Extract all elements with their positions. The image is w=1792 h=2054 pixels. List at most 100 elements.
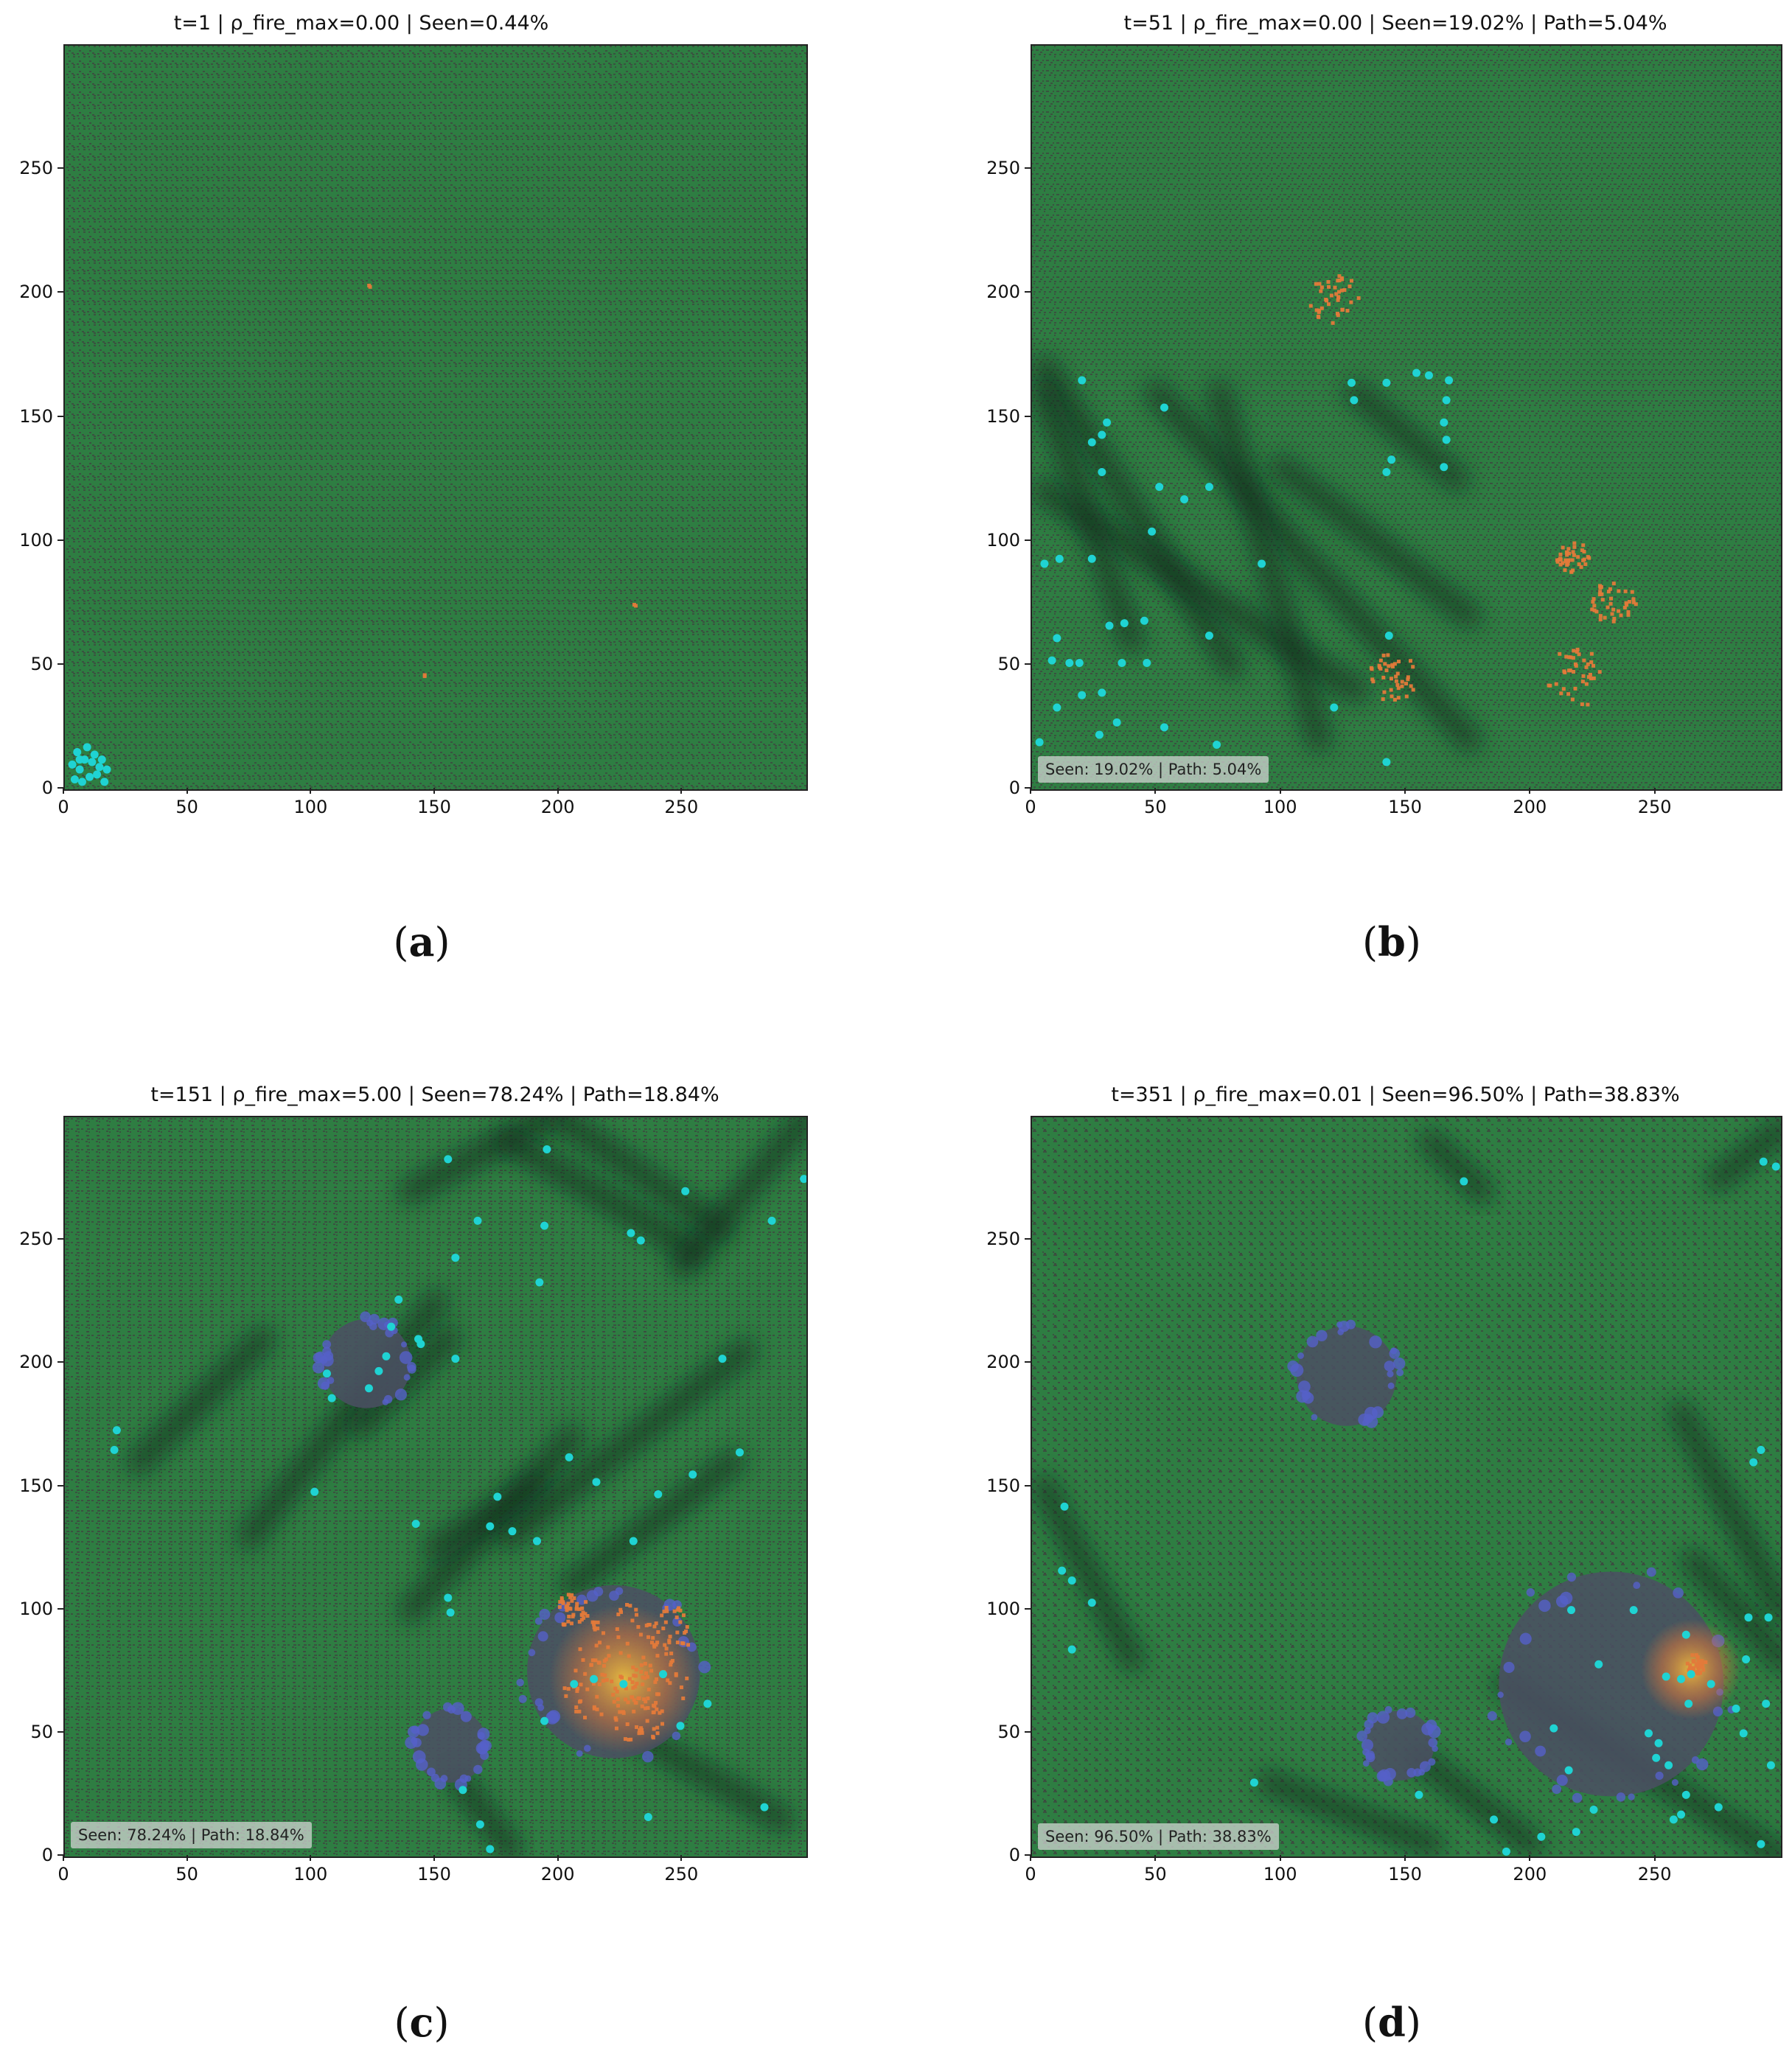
y-tick-label: 0: [1008, 778, 1020, 798]
agent-marker: [1572, 1828, 1580, 1837]
panel-b-inset: Seen: 19.02% | Path: 5.04%: [1038, 756, 1269, 783]
x-tick-label: 200: [1513, 1864, 1547, 1884]
y-tick-label: 50: [997, 653, 1020, 674]
seen-path: [1032, 1474, 1145, 1672]
agent-marker: [654, 1490, 663, 1499]
y-tick: [57, 1361, 63, 1363]
seen-path: [546, 1117, 733, 1241]
seen-path: [1269, 454, 1482, 629]
seen-path: [423, 1474, 548, 1562]
agent-marker: [394, 1295, 403, 1304]
fire-cluster: [644, 1605, 691, 1656]
agent-marker: [68, 760, 77, 769]
x-tick: [1279, 788, 1281, 794]
agent-marker: [1662, 1672, 1670, 1681]
agent-marker: [508, 1527, 517, 1536]
x-tick-label: 100: [293, 1864, 328, 1884]
y-tick: [57, 663, 63, 665]
agent-marker: [570, 1680, 579, 1688]
agent-marker: [1684, 1700, 1693, 1708]
agent-marker: [411, 1520, 420, 1529]
agent-marker: [1742, 1655, 1751, 1664]
agent-marker: [627, 1229, 635, 1237]
x-tick: [1279, 1855, 1281, 1861]
x-tick: [1529, 788, 1531, 794]
y-tick: [1025, 1484, 1031, 1487]
agent-marker: [1677, 1674, 1686, 1683]
agent-marker: [1047, 656, 1056, 665]
agent-marker: [1035, 738, 1044, 747]
fire-cluster: [1369, 653, 1415, 702]
agent-marker: [1415, 1790, 1423, 1799]
y-tick-label: 0: [41, 1845, 53, 1865]
x-tick-label: 250: [664, 797, 699, 817]
seen-path: [621, 1720, 795, 1832]
agent-marker: [1645, 1729, 1653, 1738]
agent-marker: [88, 758, 97, 766]
agent-marker: [1249, 1778, 1258, 1787]
y-tick: [57, 291, 63, 293]
y-tick-label: 100: [986, 1598, 1020, 1619]
x-tick: [186, 1855, 188, 1861]
agent-marker: [1739, 1729, 1748, 1738]
y-tick-label: 100: [19, 529, 53, 551]
y-tick: [1025, 539, 1031, 541]
agent-marker: [102, 765, 111, 774]
y-tick: [57, 1484, 63, 1487]
x-tick-label: 150: [1388, 797, 1422, 817]
agent-marker: [459, 1786, 467, 1795]
agent-marker: [444, 1593, 453, 1602]
agent-marker: [374, 1366, 383, 1375]
agent-marker: [86, 772, 94, 781]
fire-cluster: [367, 283, 372, 289]
panel-a-plot: [63, 44, 808, 791]
heatmap-svg: [65, 46, 806, 789]
x-tick-label: 250: [1637, 797, 1672, 817]
y-tick-label: 250: [19, 1229, 53, 1250]
x-tick: [1154, 788, 1157, 794]
agent-marker: [1160, 403, 1168, 412]
agent-marker: [75, 765, 84, 774]
fire-cluster: [1547, 647, 1602, 707]
agent-marker: [1766, 1761, 1775, 1770]
panel-c-caption: (c): [394, 1999, 450, 2046]
panel-d-caption-letter: d: [1378, 1999, 1406, 2046]
agent-marker: [1749, 1458, 1758, 1467]
burned-region: [312, 1311, 416, 1408]
agent-marker: [1537, 1832, 1546, 1841]
agent-marker: [718, 1355, 727, 1363]
agent-marker: [486, 1845, 495, 1854]
agent-marker: [1098, 430, 1106, 439]
agent-marker: [1078, 376, 1087, 385]
agent-marker: [1757, 1445, 1765, 1454]
agent-marker: [592, 1478, 601, 1487]
seen-path: [1032, 355, 1244, 678]
agent-marker: [1424, 371, 1433, 380]
burned-region: [405, 1702, 492, 1792]
seen-path: [1256, 1770, 1444, 1856]
seen-path: [1681, 1548, 1781, 1672]
y-tick: [1025, 787, 1031, 789]
heatmap-svg: [1032, 46, 1781, 789]
agent-marker: [1120, 619, 1129, 628]
agent-marker: [75, 755, 84, 764]
x-tick: [557, 788, 559, 794]
agent-marker: [1681, 1630, 1690, 1639]
seen-path: [1418, 1129, 1494, 1204]
agent-marker: [1440, 418, 1448, 427]
agent-marker: [1460, 1177, 1468, 1186]
x-tick: [310, 1855, 312, 1861]
agent-marker: [1567, 1606, 1576, 1615]
agent-marker: [1440, 463, 1448, 472]
agent-marker: [703, 1700, 712, 1708]
heatmap-svg: [65, 1117, 806, 1856]
agent-marker: [100, 778, 109, 786]
panel-a-title: t=1 | ρ_fire_max=0.00 | Seen=0.44%: [173, 12, 549, 35]
agent-marker: [327, 1394, 336, 1402]
agent-marker: [636, 1236, 645, 1245]
x-tick-label: 150: [417, 797, 451, 817]
agent-marker: [1594, 1660, 1603, 1669]
agent-marker: [1589, 1805, 1598, 1814]
agent-marker: [1058, 1566, 1067, 1575]
agent-marker: [1654, 1739, 1663, 1747]
